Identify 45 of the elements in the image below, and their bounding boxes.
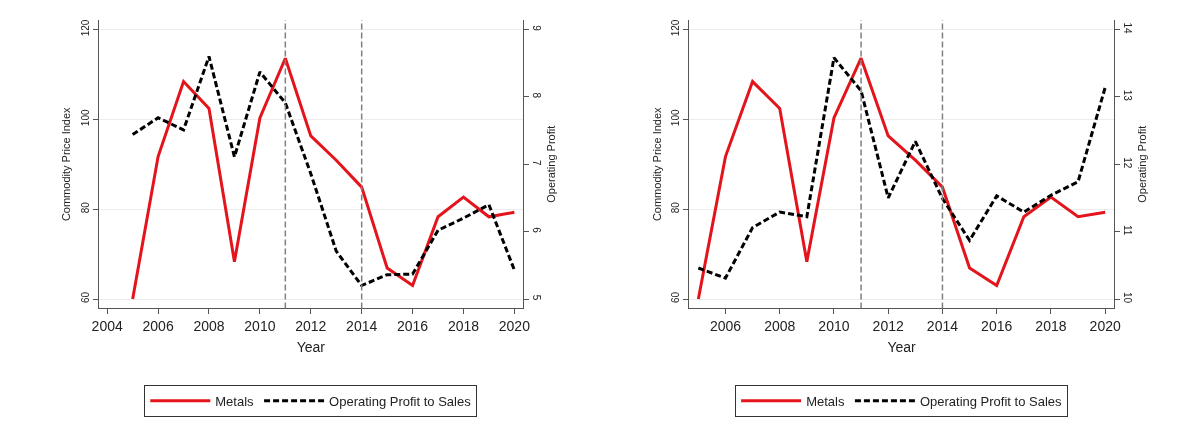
y-axis-title: Commodity Price Index [651, 106, 664, 222]
x-tick-label: 2016 [397, 318, 429, 335]
y2-tick-label: 9 [531, 25, 543, 32]
y-tick-label: 120 [79, 19, 91, 37]
y2-tick-label: 12 [1121, 157, 1133, 169]
x-tick-label: 2018 [1035, 318, 1067, 335]
y2-tick-label: 11 [1121, 224, 1133, 236]
y2-tick-label: 10 [1121, 291, 1133, 304]
legend-label: Operating Profit to Sales [919, 393, 1063, 409]
x-tick-label: 2006 [142, 318, 174, 335]
legend-label: Operating Profit to Sales [329, 393, 472, 409]
x-tick-label: 2010 [244, 318, 276, 335]
x-tick-label: 2006 [709, 318, 742, 335]
y2-tick-label: 6 [531, 227, 543, 234]
legend-label: Metals [806, 393, 845, 409]
x-tick-label: 2020 [1089, 318, 1121, 335]
y-axis-title: Commodity Price Index [60, 106, 73, 222]
y2-axis-title: Operating Profit [1136, 125, 1149, 203]
y-tick-label: 100 [670, 109, 682, 127]
x-tick-label: 2008 [193, 318, 225, 335]
x-tick-label: 2014 [926, 318, 959, 335]
x-tick-label: 2008 [764, 318, 796, 335]
y-tick-label: 80 [670, 201, 682, 214]
y2-axis-title: Operating Profit [545, 125, 558, 203]
y-tick-label: 60 [79, 291, 91, 304]
x-tick-label: 2010 [818, 318, 850, 335]
x-tick-label: 2012 [872, 318, 904, 335]
x-axis-title: Year [887, 338, 917, 355]
y2-tick-label: 14 [1121, 22, 1133, 34]
y2-tick-label: 7 [531, 159, 543, 166]
y2-tick-label: 5 [531, 294, 543, 301]
y2-tick-label: 13 [1121, 89, 1133, 102]
x-tick-label: 2004 [91, 318, 123, 335]
x-tick-label: 2016 [981, 318, 1013, 335]
y2-tick-label: 8 [531, 92, 543, 99]
x-tick-label: 2018 [447, 318, 480, 335]
legend-label: Metals [215, 393, 255, 409]
y-tick-label: 80 [79, 201, 91, 214]
y-tick-label: 100 [79, 109, 91, 127]
y-tick-label: 120 [670, 19, 682, 37]
x-axis-title: Year [296, 338, 326, 355]
x-tick-label: 2020 [498, 318, 531, 335]
x-tick-label: 2014 [346, 318, 378, 335]
y-tick-label: 60 [670, 291, 682, 304]
x-tick-label: 2012 [295, 318, 327, 335]
